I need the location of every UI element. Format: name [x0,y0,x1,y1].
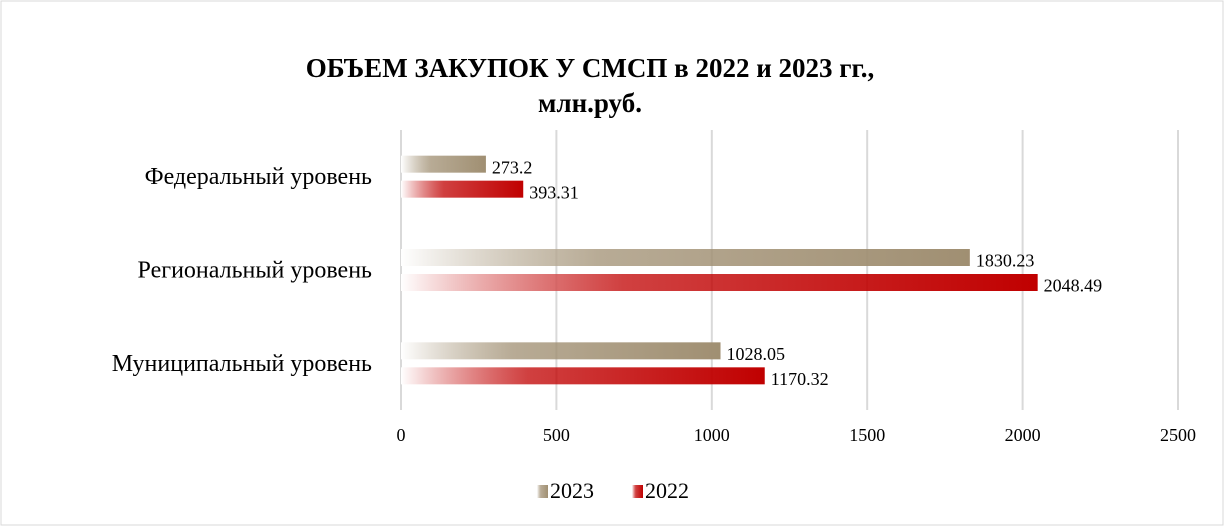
legend-label: 2023 [550,478,594,503]
data-label: 1170.32 [771,369,829,389]
x-tick-label: 500 [543,425,570,445]
bar [401,249,970,266]
bar [401,180,524,198]
chart-title: ОБЪЕМ ЗАКУПОК У СМСП в 2022 и 2023 гг., [306,53,875,83]
chart-title: млн.руб. [538,88,642,118]
y-tick-label: Региональный уровень [138,258,373,284]
x-tick-label: 1000 [694,425,730,445]
y-tick-label: Федеральный уровень [145,164,372,190]
data-label: 393.31 [529,182,579,202]
data-label: 2048.49 [1044,276,1103,296]
x-tick-label: 2000 [1005,425,1041,445]
bar [401,367,765,385]
data-label: 1830.23 [976,251,1034,271]
y-tick-label: Муниципальный уровень [112,351,372,377]
legend-swatch [537,485,548,498]
bar [401,342,721,360]
legend-swatch [632,485,643,498]
data-label: 273.2 [492,157,532,177]
data-label: 1028.05 [727,344,786,364]
bar [401,155,486,173]
x-tick-label: 1500 [849,425,885,445]
x-tick-label: 2500 [1160,425,1196,445]
legend-label: 2022 [645,478,689,503]
x-tick-label: 0 [397,425,406,445]
bar [401,274,1038,291]
